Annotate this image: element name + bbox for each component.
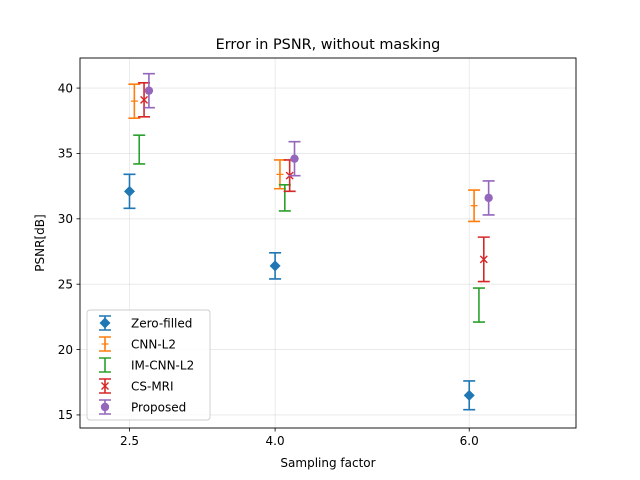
plot-area xyxy=(79,57,577,429)
legend-marker xyxy=(101,340,109,348)
error-bar xyxy=(472,287,485,323)
y-axis-label: PSNR[dB] xyxy=(33,214,47,271)
data-point xyxy=(484,193,493,203)
data-point xyxy=(130,97,138,105)
legend-item: CS-MRI xyxy=(99,378,174,394)
x-tick-label: 2.5 xyxy=(120,434,139,448)
legend-label: Zero-filled xyxy=(131,317,192,331)
legend-marker xyxy=(99,317,111,329)
legend-label: IM-CNN-L2 xyxy=(131,359,194,373)
data-point xyxy=(144,86,154,95)
series-zero-filled xyxy=(123,173,476,411)
legend-item: IM-CNN-L2 xyxy=(99,357,194,373)
y-tick-label: 30 xyxy=(58,212,73,226)
error-bar xyxy=(278,184,291,212)
data-point xyxy=(479,255,488,264)
axes: 2.5 4.0 6.0 15 20 25 30 35 40 xyxy=(58,81,479,448)
x-axis-label: Sampling factor xyxy=(280,456,375,470)
legend-label: Proposed xyxy=(131,401,186,415)
legend-label: CS-MRI xyxy=(131,380,174,394)
data-point xyxy=(470,202,478,210)
data-point xyxy=(124,185,136,197)
legend-box xyxy=(86,309,211,421)
data-point xyxy=(463,389,475,401)
legend-marker xyxy=(101,382,109,390)
y-tick-label: 40 xyxy=(58,81,73,95)
legend-item: Proposed xyxy=(99,399,186,415)
series-cnn-l2 xyxy=(128,83,481,223)
legend: Zero-filled CNN-L2 IM-CNN-L2 CS-MRI Proposed xyxy=(86,309,211,421)
legend-swatch xyxy=(99,357,111,373)
legend-item: CNN-L2 xyxy=(99,336,176,352)
x-tick-label: 6.0 xyxy=(460,434,479,448)
y-tick-label: 35 xyxy=(58,147,73,161)
y-tick-label: 25 xyxy=(58,277,73,291)
data-point xyxy=(276,170,284,178)
y-tick-label: 15 xyxy=(58,408,73,422)
series-im-cnn-l2 xyxy=(133,134,485,323)
error-bar xyxy=(133,134,146,165)
data-point xyxy=(140,95,149,104)
legend-item: Zero-filled xyxy=(99,315,192,331)
y-tick-label: 20 xyxy=(58,343,73,357)
legend-marker xyxy=(100,402,110,412)
series-layer xyxy=(123,72,495,411)
legend-label: CNN-L2 xyxy=(131,338,176,352)
x-tick-label: 4.0 xyxy=(266,434,285,448)
series-proposed xyxy=(142,72,495,216)
data-point xyxy=(290,154,299,163)
chart-title: Error in PSNR, without masking xyxy=(216,37,441,53)
data-point xyxy=(269,260,281,272)
